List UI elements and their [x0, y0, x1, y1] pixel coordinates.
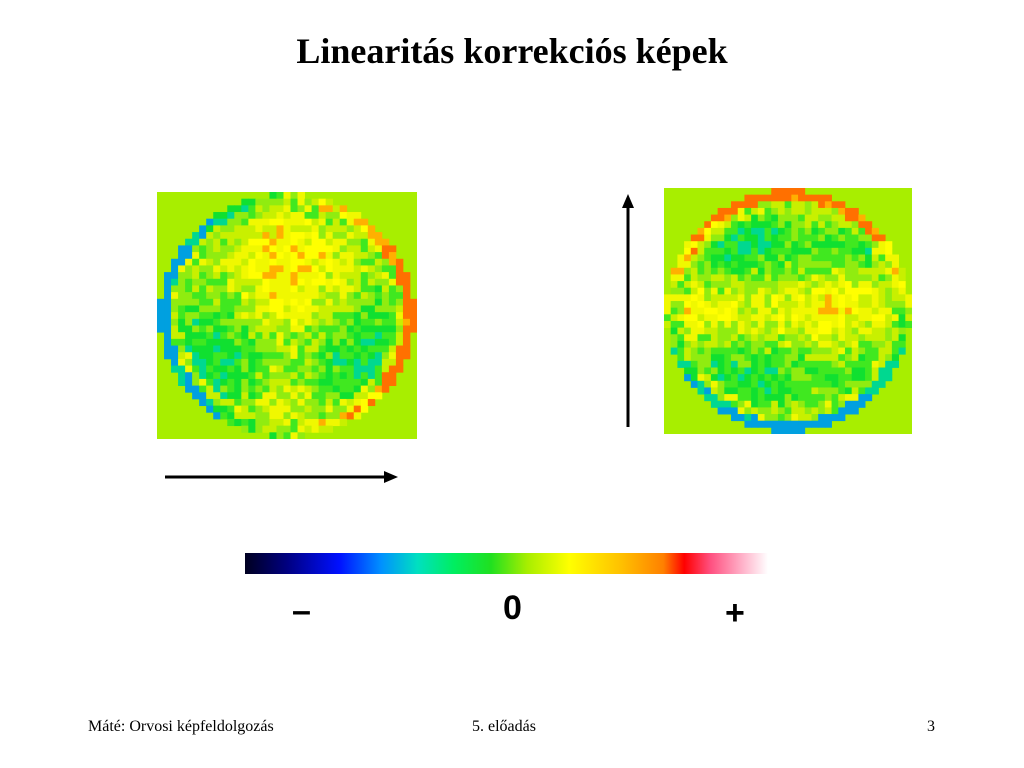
y-linearity-correction-image: [664, 188, 912, 434]
footer-page-number: 3: [927, 718, 935, 735]
right-arrow-icon: [165, 471, 398, 483]
x-linearity-correction-image: [157, 192, 417, 439]
color-scale-minus-label: –: [292, 592, 311, 630]
color-scale-bar: [245, 553, 768, 574]
color-scale-zero-label: 0: [503, 589, 522, 627]
slide-title: Linearitás korrekciós képek: [296, 31, 728, 71]
footer-lecture-number: 5. előadás: [472, 718, 536, 735]
color-scale-plus-label: +: [725, 594, 745, 632]
up-arrow-icon: [622, 194, 634, 427]
footer-author-course: Máté: Orvosi képfeldolgozás: [88, 718, 274, 735]
